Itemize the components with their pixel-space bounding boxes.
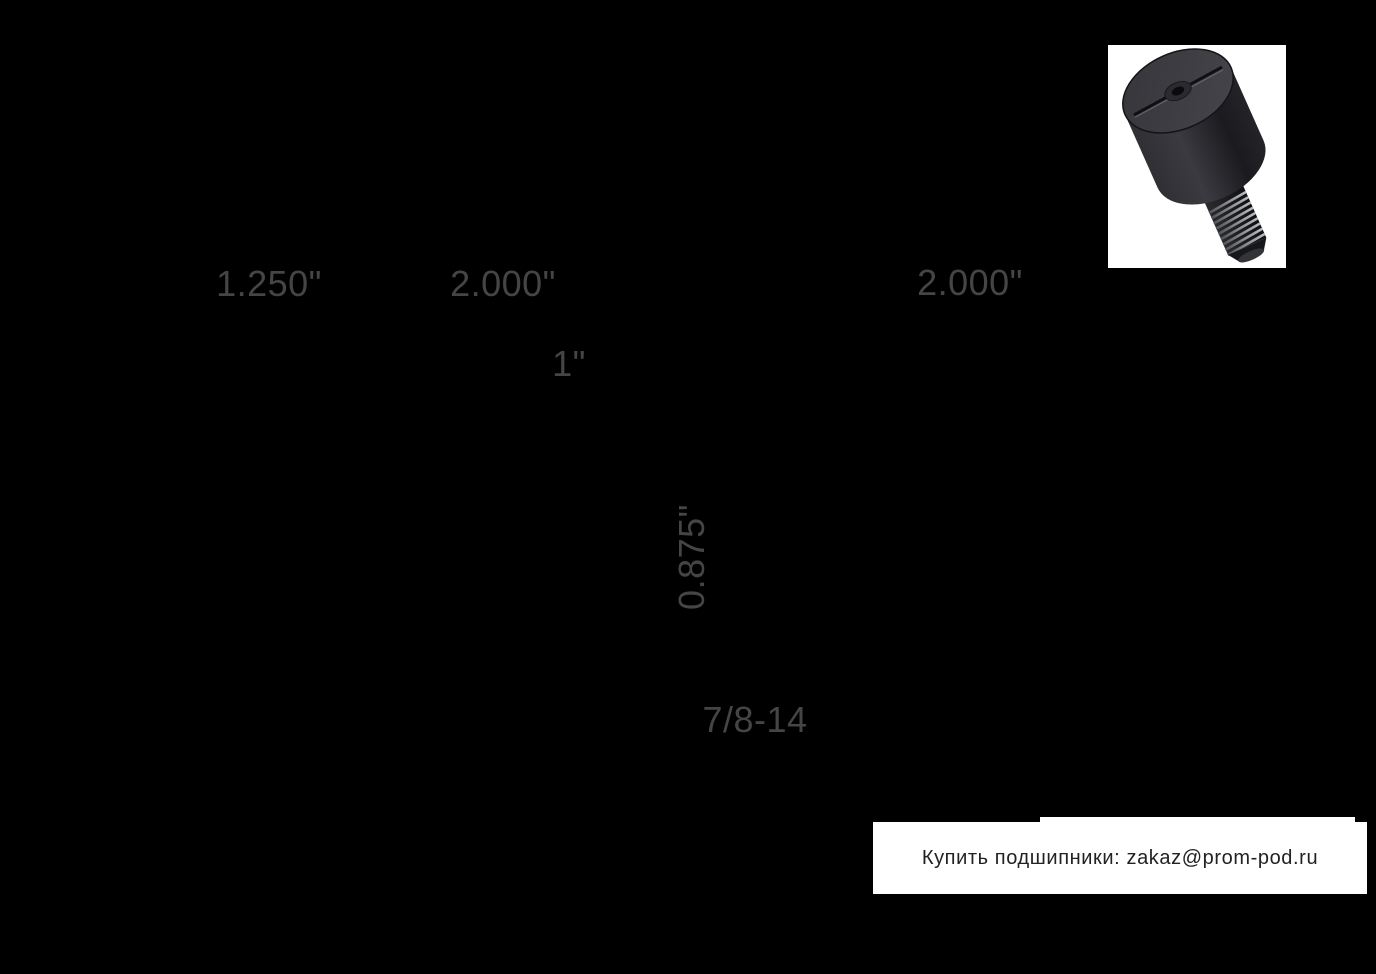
dimension-label-thread-size: 7/8-14 (702, 699, 808, 740)
dimension-label-hub-width: 1" (552, 343, 586, 384)
dimension-label-stud-length: 1.250" (216, 263, 322, 304)
contact-banner: Купить подшипники: zakaz@prom-pod.ru (873, 822, 1367, 894)
product-photo (1108, 45, 1286, 268)
dimension-label-stud-diameter: 0.875" (671, 504, 712, 610)
dimension-label-roller-diameter: 2.000" (917, 262, 1023, 303)
cam-follower-3d-image (1122, 48, 1267, 263)
banner-top-strip (1040, 817, 1355, 823)
dimension-label-roller-width: 2.000" (450, 263, 556, 304)
contact-banner-text: Купить подшипники: zakaz@prom-pod.ru (921, 846, 1319, 869)
